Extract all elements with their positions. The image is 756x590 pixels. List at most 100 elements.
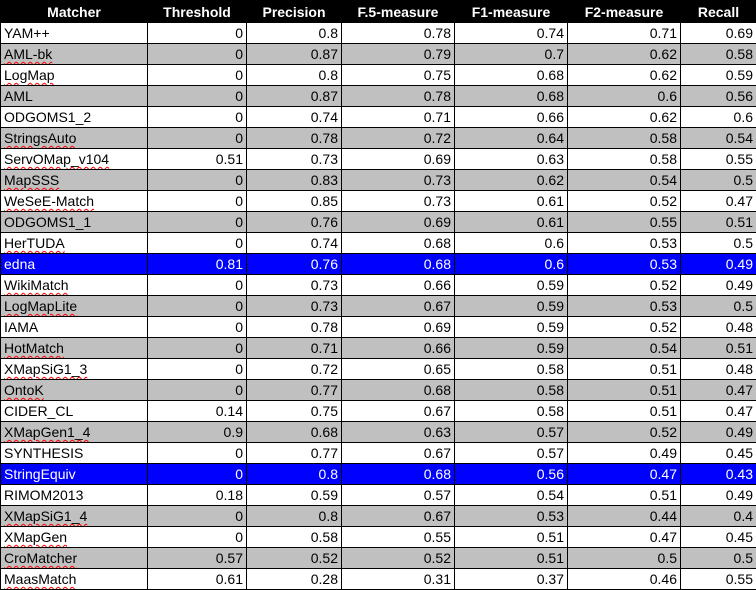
spellcheck-underline: HerTUDA <box>4 235 65 251</box>
cell-threshold: 0 <box>148 107 247 128</box>
cell-recall: 0.55 <box>681 149 756 170</box>
cell-recall: 0.48 <box>681 317 756 338</box>
cell-precision: 0.73 <box>247 275 342 296</box>
cell-threshold: 0 <box>148 23 247 44</box>
cell-recall: 0.4 <box>681 506 756 527</box>
cell-f05-measure: 0.78 <box>342 23 455 44</box>
cell-precision: 0.87 <box>247 44 342 65</box>
cell-matcher: YAM++ <box>1 23 148 44</box>
cell-precision: 0.8 <box>247 23 342 44</box>
cell-f2-measure: 0.51 <box>568 401 681 422</box>
cell-f05-measure: 0.79 <box>342 44 455 65</box>
header-recall: Recall <box>681 1 756 23</box>
spellcheck-underline: MaasMatch <box>4 571 76 587</box>
cell-matcher: StringEquiv <box>1 464 148 485</box>
spellcheck-underline: XMapGen1_4 <box>4 424 90 440</box>
header-f2-measure: F2-measure <box>568 1 681 23</box>
cell-threshold: 0.61 <box>148 569 247 590</box>
spellcheck-underline: CroMatcher <box>4 550 77 566</box>
cell-precision: 0.77 <box>247 443 342 464</box>
cell-threshold: 0 <box>148 212 247 233</box>
cell-recall: 0.47 <box>681 380 756 401</box>
cell-precision: 0.8 <box>247 65 342 86</box>
cell-precision: 0.77 <box>247 380 342 401</box>
spellcheck-underline: HotMatch <box>4 340 64 356</box>
cell-f2-measure: 0.52 <box>568 422 681 443</box>
cell-f2-measure: 0.52 <box>568 191 681 212</box>
cell-f1-measure: 0.57 <box>455 443 568 464</box>
cell-threshold: 0 <box>148 464 247 485</box>
cell-f05-measure: 0.68 <box>342 233 455 254</box>
spellcheck-underline: StringsAuto <box>4 130 76 146</box>
cell-recall: 0.45 <box>681 527 756 548</box>
cell-f2-measure: 0.71 <box>568 23 681 44</box>
cell-f05-measure: 0.78 <box>342 86 455 107</box>
cell-f05-measure: 0.66 <box>342 338 455 359</box>
spellcheck-underline: AML-bk <box>4 46 52 62</box>
cell-f05-measure: 0.68 <box>342 380 455 401</box>
cell-matcher: MapSSS <box>1 170 148 191</box>
cell-f1-measure: 0.58 <box>455 359 568 380</box>
cell-f1-measure: 0.62 <box>455 170 568 191</box>
cell-precision: 0.78 <box>247 317 342 338</box>
spellcheck-underline: WeSeE-Match <box>4 193 94 209</box>
cell-f1-measure: 0.58 <box>455 380 568 401</box>
cell-recall: 0.49 <box>681 275 756 296</box>
cell-f05-measure: 0.67 <box>342 443 455 464</box>
cell-threshold: 0 <box>148 527 247 548</box>
spellcheck-underline: OntoK <box>4 382 44 398</box>
cell-f2-measure: 0.53 <box>568 296 681 317</box>
cell-f1-measure: 0.61 <box>455 191 568 212</box>
cell-recall: 0.56 <box>681 86 756 107</box>
cell-f2-measure: 0.51 <box>568 380 681 401</box>
cell-recall: 0.5 <box>681 548 756 569</box>
cell-f05-measure: 0.69 <box>342 317 455 338</box>
cell-matcher: ServOMap_v104 <box>1 149 148 170</box>
cell-matcher: CIDER_CL <box>1 401 148 422</box>
cell-f1-measure: 0.51 <box>455 527 568 548</box>
cell-recall: 0.59 <box>681 65 756 86</box>
cell-matcher: RIMOM2013 <box>1 485 148 506</box>
cell-f2-measure: 0.54 <box>568 338 681 359</box>
cell-recall: 0.49 <box>681 485 756 506</box>
cell-threshold: 0 <box>148 380 247 401</box>
cell-matcher: LogMap <box>1 65 148 86</box>
cell-precision: 0.71 <box>247 338 342 359</box>
cell-threshold: 0 <box>148 275 247 296</box>
cell-threshold: 0 <box>148 506 247 527</box>
cell-recall: 0.49 <box>681 254 756 275</box>
cell-f05-measure: 0.67 <box>342 506 455 527</box>
cell-f05-measure: 0.65 <box>342 359 455 380</box>
cell-precision: 0.73 <box>247 296 342 317</box>
cell-f2-measure: 0.51 <box>568 359 681 380</box>
cell-precision: 0.76 <box>247 212 342 233</box>
spellcheck-underline: XMapSiG1_4 <box>4 508 87 524</box>
cell-f1-measure: 0.66 <box>455 107 568 128</box>
cell-recall: 0.47 <box>681 401 756 422</box>
cell-matcher: edna <box>1 254 148 275</box>
header-precision: Precision <box>247 1 342 23</box>
cell-precision: 0.59 <box>247 485 342 506</box>
cell-recall: 0.45 <box>681 443 756 464</box>
cell-recall: 0.48 <box>681 359 756 380</box>
cell-matcher: XMapSiG1_3 <box>1 359 148 380</box>
cell-matcher: LogMapLite <box>1 296 148 317</box>
cell-f05-measure: 0.69 <box>342 212 455 233</box>
cell-precision: 0.28 <box>247 569 342 590</box>
header-f05-measure: F.5-measure <box>342 1 455 23</box>
cell-f05-measure: 0.73 <box>342 170 455 191</box>
cell-precision: 0.73 <box>247 149 342 170</box>
